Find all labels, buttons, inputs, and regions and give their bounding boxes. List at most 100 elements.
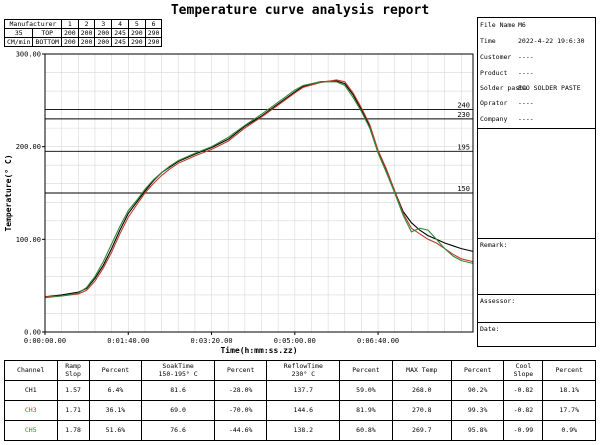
stats-header-cell: MAX Temp xyxy=(391,360,452,381)
series-line-ch1 xyxy=(44,80,474,298)
stats-row-ch3: CH3 1.71 36.1% 69.0 -70.0% 144.6 81.9% 2… xyxy=(4,400,596,421)
stats-cell: 144.6 xyxy=(266,400,341,421)
assessor-label: Assessor: xyxy=(480,297,516,305)
time-row: Time 2022-4-22 19:6:30 xyxy=(480,37,585,45)
stats-cell: 81.6 xyxy=(141,380,215,401)
stats-header-cell: Percent xyxy=(213,360,268,381)
zone-cell: 290 xyxy=(127,28,146,38)
stats-cell: 268.0 xyxy=(391,380,452,401)
stats-cell: 69.0 xyxy=(141,400,215,421)
stats-cell: 59.0% xyxy=(339,380,393,401)
panel-divider xyxy=(478,128,595,129)
customer-value: ---- xyxy=(518,53,534,61)
axes: 0.00 100.00 200.00 300.00 0:00:00.00 0:01:40.… xyxy=(4,51,474,355)
stats-cell: 1.71 xyxy=(56,400,90,421)
stats-cell: 90.2% xyxy=(450,380,505,401)
stats-cell: 1.57 xyxy=(56,380,90,401)
x-tick-label: 0:06:40.00 xyxy=(357,337,399,345)
stats-channel-cell: CH5 xyxy=(4,420,58,441)
zone-cell: 35 xyxy=(3,28,34,38)
stats-cell: 76.6 xyxy=(141,420,215,441)
zone-cell: TOP xyxy=(32,28,62,38)
stats-cell: 138.2 xyxy=(266,420,341,441)
plot-frame xyxy=(44,53,474,333)
zone-bottom-row: CM/min BOTTOM 200 200 200 245 290 290 xyxy=(3,37,163,47)
x-tick-label: 0:00:00.00 xyxy=(24,337,66,345)
solder-label: Solder paste xyxy=(480,84,527,92)
remark-label: Remark: xyxy=(480,241,508,249)
stats-cell: -70.0% xyxy=(213,400,268,421)
stats-header-cell: Channel xyxy=(4,360,58,381)
stats-header-cell: Cool Slope xyxy=(503,360,544,381)
info-panel: File Name M6 Time 2022-4-22 19:6:30 Custom… xyxy=(477,17,596,347)
stats-cell: 137.7 xyxy=(266,380,341,401)
company-value: ---- xyxy=(518,115,534,123)
x-tick-label: 0:01:40.00 xyxy=(107,337,149,345)
zone-header-cell: 1 xyxy=(60,19,79,29)
series-line-ch3 xyxy=(44,79,474,298)
stats-cell: -0.82 xyxy=(503,400,544,421)
stats-cell: 51.6% xyxy=(88,420,143,441)
y-tick-label: 200.00 xyxy=(16,143,41,151)
x-tick-label: 0:03:20.00 xyxy=(190,337,232,345)
zone-cell: 245 xyxy=(111,28,129,38)
zone-header-cell: 3 xyxy=(94,19,113,29)
y-tick-label: 300.00 xyxy=(16,51,41,59)
y-tick-label: 0.00 xyxy=(24,329,41,337)
file-name-label: File Name xyxy=(480,21,516,29)
x-axis-label: Time(h:mm:ss.zz) xyxy=(220,345,297,355)
date-label: Date: xyxy=(480,325,500,333)
stats-cell: -28.0% xyxy=(213,380,268,401)
stats-cell: 60.8% xyxy=(339,420,393,441)
stats-cell: 0.9% xyxy=(542,420,596,441)
file-name-row: File Name M6 xyxy=(480,21,526,29)
stats-cell: 81.9% xyxy=(339,400,393,421)
series-line-ch5 xyxy=(44,81,474,299)
stats-row-ch5: CH5 1.78 51.6% 76.6 -44.6% 138.2 60.8% 2… xyxy=(4,420,596,441)
product-value: ---- xyxy=(518,69,534,77)
y-tick-label: 100.00 xyxy=(16,236,41,244)
stats-cell: 18.1% xyxy=(542,380,596,401)
y-axis-label: Temperature(° C) xyxy=(4,154,13,231)
operator-label: Oprator xyxy=(480,99,508,107)
time-value: 2022-4-22 19:6:30 xyxy=(518,37,585,45)
zone-top-row: 35 TOP 200 200 200 245 290 290 xyxy=(3,28,163,38)
zone-cell: BOTTOM xyxy=(32,37,62,47)
stats-channel-cell: CH1 xyxy=(4,380,58,401)
solder-value: ECO SOLDER PASTE xyxy=(518,84,581,92)
reference-line-label: 240 xyxy=(457,102,470,110)
report-title: Temperature curve analysis report xyxy=(170,3,430,18)
zone-header-cell: 6 xyxy=(144,19,163,29)
stats-cell: 36.1% xyxy=(88,400,143,421)
operator-value: ---- xyxy=(518,99,534,107)
company-row: Company ---- xyxy=(480,115,534,123)
product-row: Product ---- xyxy=(480,69,534,77)
operator-row: Oprator ---- xyxy=(480,99,534,107)
stats-cell: 269.7 xyxy=(391,420,452,441)
stats-cell: 17.7% xyxy=(542,400,596,421)
stats-header-cell: Percent xyxy=(88,360,143,381)
stats-row-ch1: CH1 1.57 6.4% 81.6 -28.0% 137.7 59.0% 26… xyxy=(4,380,596,401)
file-name-value: M6 xyxy=(518,21,526,29)
stats-cell: 6.4% xyxy=(88,380,143,401)
stats-cell: -44.6% xyxy=(213,420,268,441)
x-tick-label: 0:05:00.00 xyxy=(274,337,316,345)
stats-header-cell: Percent xyxy=(542,360,596,381)
zone-header-cell: Manufacturer xyxy=(4,19,62,29)
zone-header-row: Manufacturer 1 2 3 4 5 6 xyxy=(4,19,163,29)
series-lines xyxy=(44,79,474,299)
stats-header-cell: ReflowTime 230° C xyxy=(266,360,341,381)
stats-header-cell: Percent xyxy=(450,360,505,381)
stats-header-cell: SoakTime 150-195° C xyxy=(141,360,215,381)
reference-line-label: 230 xyxy=(457,111,470,119)
solder-row: Solder pasteECO SOLDER PASTE xyxy=(480,84,581,92)
reference-line-label: 150 xyxy=(457,185,470,193)
product-label: Product xyxy=(480,69,508,77)
zone-cell: 200 xyxy=(94,28,113,38)
stats-header-cell: Ramp Slop xyxy=(56,360,90,381)
zone-header-cell: 2 xyxy=(77,19,96,29)
panel-divider xyxy=(478,238,595,239)
customer-row: Customer ---- xyxy=(480,53,534,61)
stats-cell: -0.82 xyxy=(503,380,544,401)
